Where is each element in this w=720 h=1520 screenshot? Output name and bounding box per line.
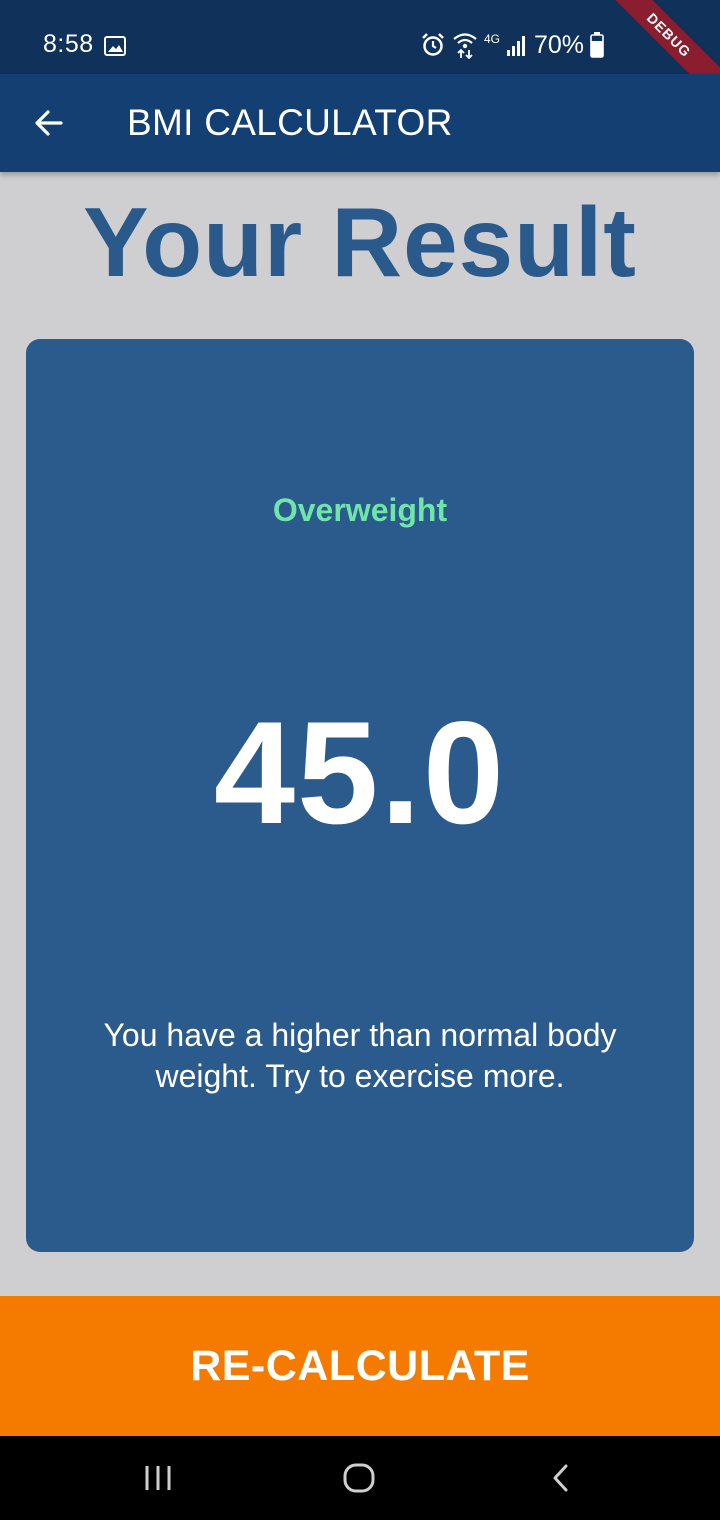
system-nav-bar — [0, 1436, 720, 1520]
back-icon — [553, 1464, 568, 1492]
alarm-icon — [422, 33, 444, 56]
app-bar: BMI CALCULATOR — [0, 74, 720, 172]
bmi-advice: You have a higher than normal body weigh… — [103, 1017, 617, 1094]
status-bar: 8:58 4G — [0, 0, 720, 112]
home-icon — [343, 1463, 375, 1493]
status-time: 8:58 — [43, 30, 94, 58]
network-type: 4G — [483, 32, 500, 46]
wifi-icon — [453, 33, 477, 59]
bmi-category: Overweight — [272, 492, 448, 528]
result-card: Overweight 45.0 You have a higher than n… — [26, 339, 694, 1252]
page-title: Your Result — [83, 187, 637, 297]
status-icons: 4G 70% — [420, 30, 604, 60]
home-button[interactable] — [334, 1456, 384, 1500]
gallery-icon — [104, 36, 126, 56]
system-back-button[interactable] — [536, 1456, 586, 1500]
app-title: BMI CALCULATOR — [127, 102, 453, 143]
arrow-back-icon — [35, 110, 63, 136]
recent-apps-button[interactable] — [133, 1456, 183, 1500]
recent-apps-icon — [145, 1466, 171, 1490]
recalculate-button[interactable]: RE-CALCULATE — [0, 1296, 720, 1436]
signal-icon — [506, 36, 525, 56]
bmi-value: 45.0 — [213, 691, 507, 854]
battery-icon — [590, 32, 604, 58]
battery-percent: 70% — [533, 30, 584, 59]
back-button[interactable] — [24, 98, 74, 148]
